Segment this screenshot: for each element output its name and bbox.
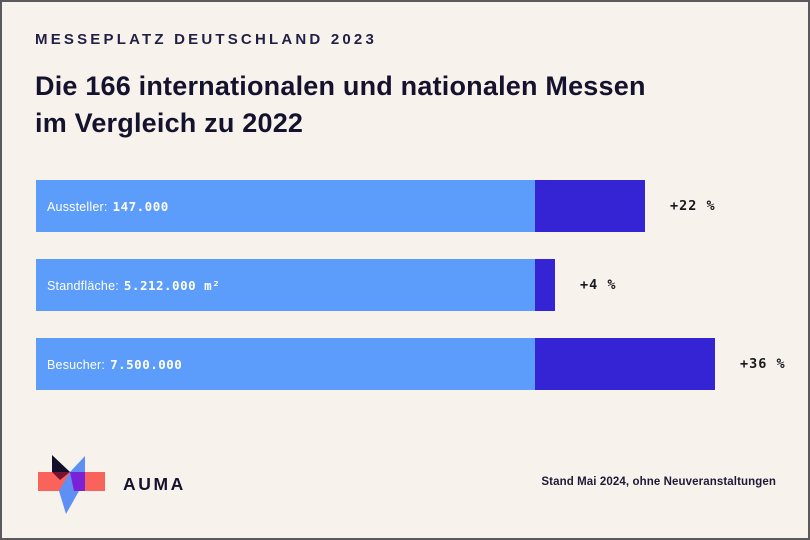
bar-increase-segment <box>535 259 555 311</box>
bar-besucher: Besucher: 7.500.000 <box>36 338 715 390</box>
bar-base-segment: Standfläche: 5.212.000 m² <box>36 259 535 311</box>
bar-increase-segment <box>535 338 715 390</box>
auma-logo-wordmark: AUMA <box>123 473 186 494</box>
bar-row-besucher: Besucher: 7.500.000 +36 % <box>36 338 785 390</box>
pct-change-label: +4 % <box>580 277 617 293</box>
bar-increase-segment <box>535 180 645 232</box>
footnote: Stand Mai 2024, ohne Neuveranstaltungen <box>541 476 776 488</box>
bar-label: Aussteller: 147.000 <box>47 199 169 214</box>
bar-value: 7.500.000 <box>110 356 183 372</box>
bar-row-standflaeche: Standfläche: 5.212.000 m² +4 % <box>36 259 780 311</box>
bar-row-aussteller: Aussteller: 147.000 +22 % <box>36 180 780 232</box>
page-title-line1: Die 166 internationalen und nationalen M… <box>35 71 646 101</box>
bar-value: 147.000 <box>112 198 169 214</box>
bar-chart: Aussteller: 147.000 +22 % Standfläche: 5.2… <box>36 180 785 417</box>
page-title: Die 166 internationalen und nationalen M… <box>35 68 646 142</box>
bar-label-prefix: Besucher: <box>47 357 106 372</box>
bar-standflaeche: Standfläche: 5.212.000 m² <box>36 259 555 311</box>
auma-logo-icon <box>38 455 105 514</box>
auma-logo: AUMA <box>38 451 186 515</box>
bar-label: Besucher: 7.500.000 <box>47 357 182 372</box>
bar-label-prefix: Aussteller: <box>47 199 108 214</box>
bar-aussteller: Aussteller: 147.000 <box>36 180 645 232</box>
bar-value: 5.212.000 m² <box>123 277 221 293</box>
kicker-label: MESSEPLATZ DEUTSCHLAND 2023 <box>35 31 377 48</box>
bar-label-prefix: Standfläche: <box>47 278 119 293</box>
bar-base-segment: Aussteller: 147.000 <box>36 180 535 232</box>
page-title-line2: im Vergleich zu 2022 <box>35 108 304 138</box>
pct-change-label: +36 % <box>740 356 786 372</box>
pct-change-label: +22 % <box>670 198 716 214</box>
bar-label: Standfläche: 5.212.000 m² <box>47 278 220 293</box>
bar-base-segment: Besucher: 7.500.000 <box>36 338 535 390</box>
